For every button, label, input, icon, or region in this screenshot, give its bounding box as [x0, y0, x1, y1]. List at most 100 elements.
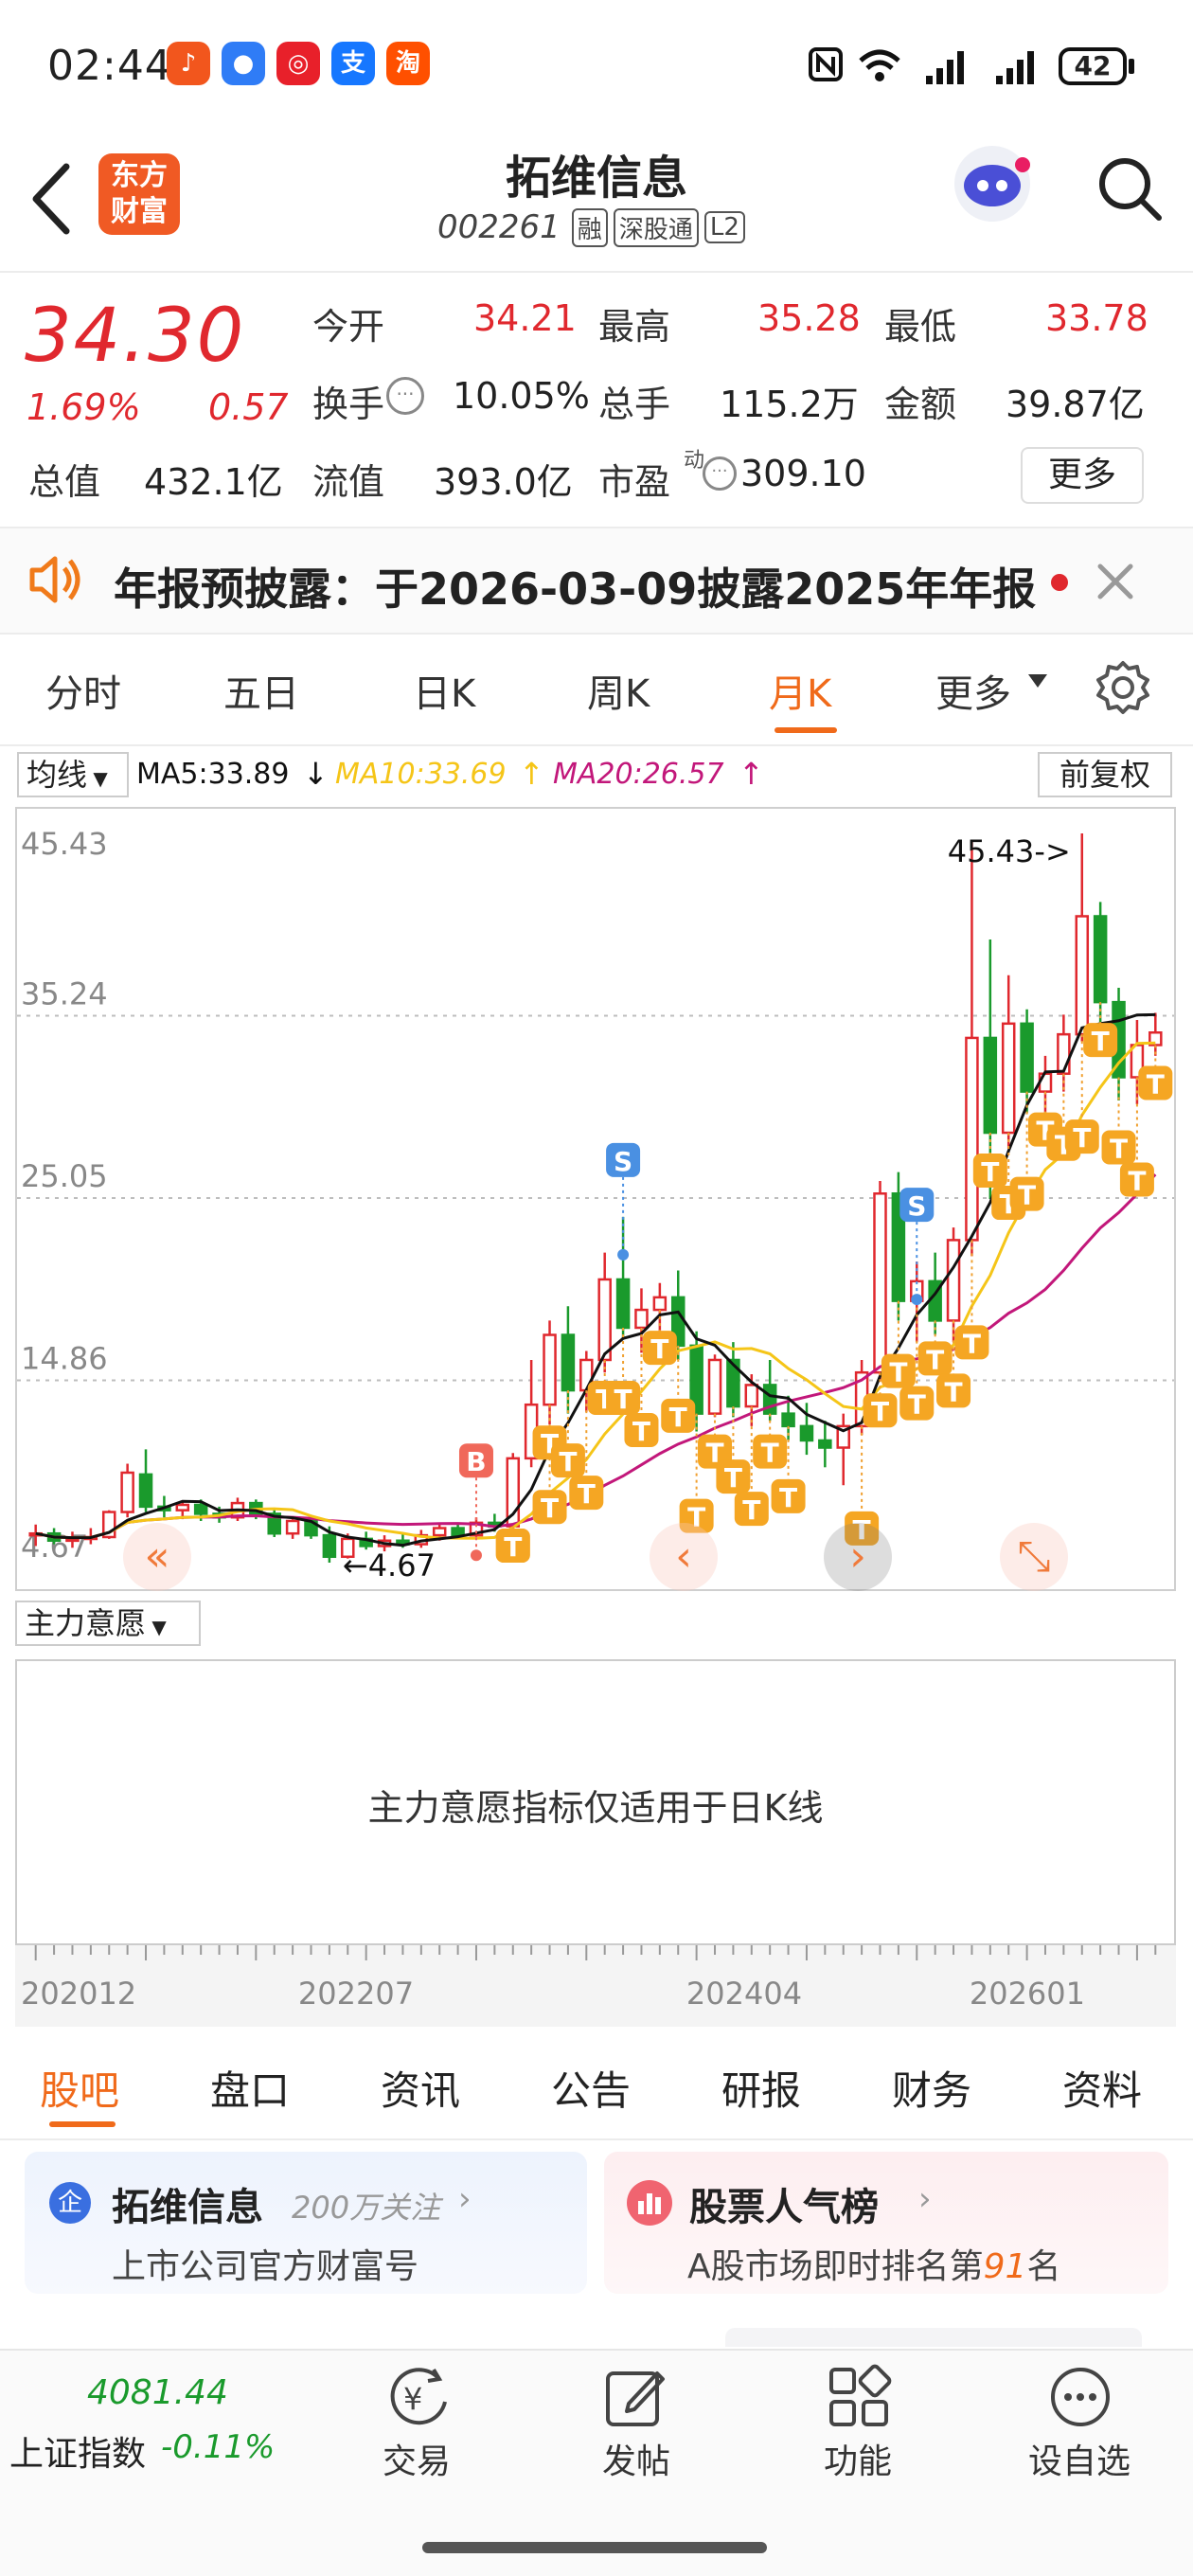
trade-marker-dot: [911, 1294, 923, 1306]
t-marker-icon[interactable]: [495, 1529, 530, 1563]
adjust-button[interactable]: 前复权: [1038, 752, 1172, 797]
gear-icon[interactable]: [1095, 659, 1151, 716]
t-marker-icon[interactable]: [1138, 1065, 1173, 1100]
close-icon[interactable]: [1096, 563, 1134, 600]
back-icon[interactable]: [28, 161, 76, 237]
prev-icon[interactable]: ‹: [675, 1532, 692, 1581]
popularity-card[interactable]: 股票人气榜 › A股市场即时排名第91名: [604, 2152, 1168, 2294]
tab-research[interactable]: 研报: [721, 2067, 802, 2114]
nav-trade[interactable]: 交易: [382, 2442, 451, 2481]
rewind-icon[interactable]: «: [145, 1532, 170, 1581]
tab-profile[interactable]: 资料: [1062, 2067, 1143, 2114]
nav-post[interactable]: 发帖: [601, 2442, 670, 2481]
pe-info-icon[interactable]: ···: [703, 456, 737, 491]
t-marker-label: T: [761, 1438, 779, 1469]
t-marker-icon[interactable]: [606, 1380, 641, 1415]
robot-assistant-icon[interactable]: [947, 136, 1038, 231]
candle-body: [285, 1519, 300, 1535]
tab-announcements[interactable]: 公告: [551, 2067, 632, 2114]
t-marker-icon[interactable]: [624, 1412, 659, 1447]
more-dots-icon[interactable]: [1047, 2364, 1113, 2430]
current-price: 34.30: [25, 294, 246, 379]
tab-finance[interactable]: 财务: [892, 2067, 972, 2114]
ma10-label: MA10:33.69: [335, 758, 507, 791]
t-marker-icon[interactable]: [954, 1325, 989, 1360]
buy-marker-icon[interactable]: [458, 1443, 493, 1478]
t-marker-icon[interactable]: [716, 1459, 751, 1494]
mktcap-label: 总值: [28, 461, 101, 503]
ma-selector[interactable]: 均线 ▼: [17, 752, 129, 797]
tab-guba[interactable]: 股吧: [40, 2067, 120, 2114]
t-marker-icon[interactable]: [550, 1443, 585, 1478]
t-marker-icon[interactable]: [845, 1511, 880, 1546]
next-icon[interactable]: ›: [849, 1532, 866, 1581]
enterprise-badge-icon: 企: [49, 2182, 91, 2224]
t-marker-label: T: [705, 1438, 723, 1469]
tabs-divider: [0, 744, 1193, 746]
trade-yuan-icon[interactable]: ¥: [383, 2364, 454, 2430]
tab-news[interactable]: 资讯: [381, 2067, 461, 2114]
status-bar: 02:44 ♪ ● ◎ 支 淘 42: [0, 0, 1193, 133]
t-marker-label: T: [908, 1389, 926, 1421]
tab-pankou[interactable]: 盘口: [210, 2067, 291, 2114]
t-marker-icon[interactable]: [1083, 1023, 1118, 1058]
t-marker-icon[interactable]: [881, 1353, 916, 1388]
t-marker-icon[interactable]: [899, 1386, 935, 1421]
indicator-selector[interactable]: 主力意愿 ▼: [15, 1601, 201, 1646]
grid-function-icon[interactable]: [826, 2364, 892, 2430]
t-marker-icon[interactable]: [1009, 1176, 1044, 1211]
eastmoney-logo[interactable]: 东方 财富: [98, 153, 180, 235]
search-icon[interactable]: [1095, 153, 1166, 225]
t-marker-icon[interactable]: [569, 1476, 604, 1511]
t-marker-icon[interactable]: [679, 1498, 714, 1533]
battery-icon: 42: [1059, 47, 1127, 85]
notice-bar[interactable]: 年报预披露：于2026-03-09披露2025年年报: [0, 528, 1193, 633]
compose-icon[interactable]: [602, 2364, 668, 2430]
expand-icon[interactable]: ⤡: [1017, 1532, 1050, 1581]
candle-body: [432, 1527, 447, 1537]
tab-daily-k[interactable]: 日K: [413, 672, 476, 716]
t-marker-icon[interactable]: [532, 1490, 567, 1525]
t-marker-icon[interactable]: [917, 1341, 953, 1376]
company-card[interactable]: 企 拓维信息 200万关注 › 上市公司官方财富号: [25, 2152, 587, 2294]
tab-more[interactable]: 更多: [935, 672, 1011, 716]
t-marker-icon[interactable]: [1101, 1130, 1136, 1165]
x-tick-label: 202601: [970, 1976, 1085, 2012]
change-amount: 0.57: [208, 386, 289, 428]
t-marker-icon[interactable]: [936, 1373, 971, 1408]
rewind-icon-bg[interactable]: [123, 1523, 191, 1591]
info-icon[interactable]: ···: [386, 377, 424, 415]
prev-icon-bg[interactable]: [650, 1523, 718, 1591]
t-marker-label: T: [779, 1482, 797, 1513]
t-marker-label: T: [578, 1478, 596, 1510]
tab-five-day[interactable]: 五日: [223, 672, 299, 716]
notice-divider: [0, 633, 1193, 635]
t-marker-icon[interactable]: [771, 1478, 806, 1513]
nav-add-watchlist[interactable]: 设自选: [1027, 2442, 1131, 2481]
t-marker-label: T: [1092, 1026, 1110, 1057]
tab-monthly-k[interactable]: 月K: [769, 672, 832, 716]
chevron-down-icon: [1028, 674, 1047, 688]
nav-function[interactable]: 功能: [823, 2442, 892, 2481]
more-button[interactable]: 更多: [1021, 447, 1144, 504]
t-marker-icon[interactable]: [753, 1434, 788, 1469]
expand-icon-bg[interactable]: [1000, 1523, 1068, 1591]
t-marker-icon[interactable]: [642, 1331, 677, 1366]
next-icon-bg[interactable]: [824, 1523, 892, 1591]
t-marker-icon[interactable]: [863, 1393, 898, 1428]
y-tick-label: 45.43: [21, 826, 108, 862]
t-marker-icon[interactable]: [1119, 1162, 1154, 1197]
quote-panel: 34.30 1.69% 0.57 今开 34.21 最高 35.28 最低 33…: [0, 273, 1193, 527]
nfc-icon: [809, 47, 843, 81]
sell-marker-icon[interactable]: [606, 1142, 641, 1177]
tab-intraday[interactable]: 分时: [45, 672, 121, 716]
t-marker-icon[interactable]: [661, 1398, 696, 1433]
t-marker-label: T: [669, 1402, 687, 1433]
ma10-up-arrow: ↑: [519, 756, 544, 792]
t-marker-icon[interactable]: [734, 1492, 769, 1527]
sell-marker-icon[interactable]: [899, 1188, 935, 1223]
t-marker-icon[interactable]: [1064, 1119, 1099, 1154]
tab-weekly-k[interactable]: 周K: [587, 672, 650, 716]
t-marker-icon[interactable]: [972, 1154, 1007, 1189]
